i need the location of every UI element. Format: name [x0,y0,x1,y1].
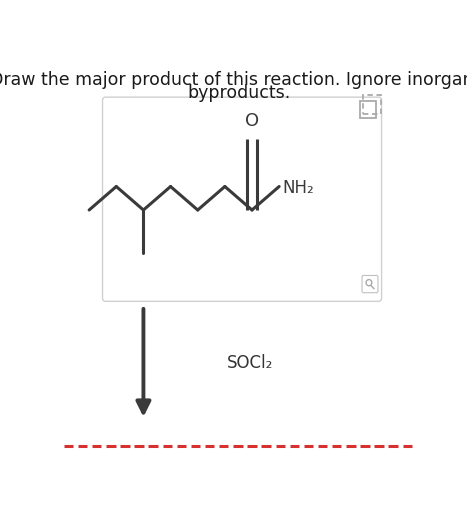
Text: O: O [245,111,259,130]
Text: byproducts.: byproducts. [188,84,291,102]
Text: SOCl₂: SOCl₂ [227,354,273,372]
FancyBboxPatch shape [362,275,378,293]
Text: Draw the major product of this reaction. Ignore inorganic: Draw the major product of this reaction.… [0,71,467,89]
Bar [360,101,376,118]
FancyBboxPatch shape [103,97,382,301]
Bar [363,95,381,114]
Text: NH₂: NH₂ [282,180,314,197]
